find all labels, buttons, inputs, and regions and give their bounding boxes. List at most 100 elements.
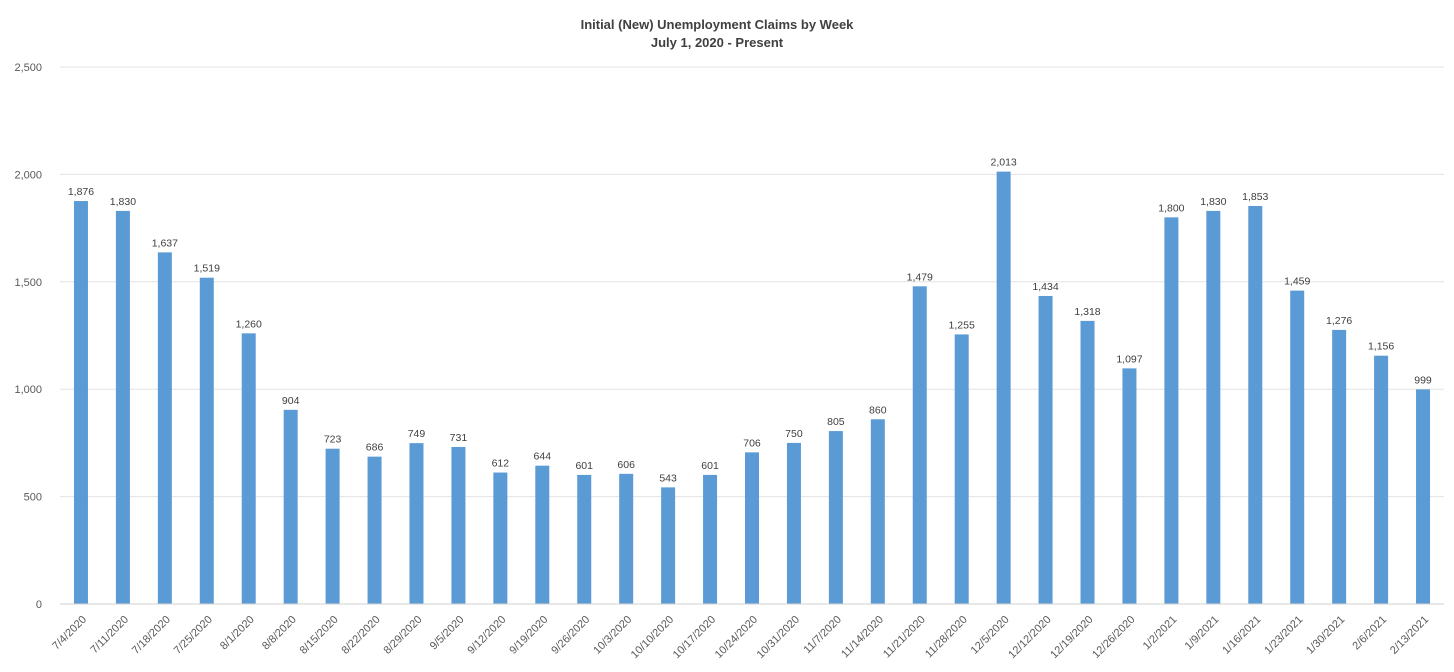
data-label: 686: [366, 442, 384, 454]
bar: [367, 456, 382, 604]
data-label: 1,800: [1158, 202, 1184, 214]
bar: [1290, 290, 1305, 604]
x-tick-label: 10/31/2020: [755, 614, 802, 661]
x-tick-label: 11/14/2020: [839, 614, 886, 661]
bar: [1374, 355, 1389, 604]
bar: [73, 201, 88, 604]
bar: [115, 210, 130, 604]
bar: [1038, 295, 1053, 604]
y-tick-label: 1,000: [14, 384, 42, 396]
bar: [199, 277, 214, 604]
x-tick-label: 7/4/2020: [50, 614, 89, 653]
bar: [661, 487, 676, 604]
data-labels: 1,876 1,830 1,637 1,519 1,260 904 723 686 749 731…: [68, 157, 1432, 485]
data-label: 860: [869, 404, 887, 416]
x-tick-label: 12/19/2020: [1048, 614, 1095, 661]
x-tick-label: 2/13/2021: [1388, 614, 1431, 657]
data-label: 706: [743, 437, 761, 449]
x-tick-label: 1/23/2021: [1262, 614, 1305, 657]
data-label: 1,830: [1200, 196, 1226, 208]
x-tick-label: 7/18/2020: [130, 614, 173, 657]
data-label: 1,479: [907, 271, 933, 283]
bar: [1080, 320, 1095, 604]
x-tick-label: 10/17/2020: [671, 614, 718, 661]
x-tick-label: 11/21/2020: [881, 614, 928, 661]
data-label: 1,318: [1074, 306, 1100, 318]
data-label: 601: [701, 460, 719, 472]
x-tick-label: 8/15/2020: [298, 614, 341, 657]
y-tick-label: 500: [24, 492, 42, 504]
chart-subtitle: July 1, 2020 - Present: [651, 35, 784, 50]
x-tick-label: 1/30/2021: [1304, 614, 1347, 657]
data-label: 644: [534, 451, 552, 463]
bar: [157, 252, 172, 604]
data-label: 805: [827, 416, 845, 428]
bar: [1164, 217, 1179, 605]
bar: [493, 472, 508, 604]
data-label: 1,459: [1284, 276, 1310, 288]
gridlines: [60, 66, 1444, 498]
x-tick-label: 7/11/2020: [89, 614, 132, 657]
data-label: 1,519: [194, 263, 220, 275]
bar: [1248, 205, 1263, 605]
y-tick-label: 0: [36, 599, 42, 611]
x-tick-label: 12/12/2020: [1006, 614, 1053, 661]
x-tick-label: 9/26/2020: [549, 614, 592, 657]
data-label: 1,260: [236, 318, 262, 330]
data-label: 1,097: [1116, 353, 1142, 365]
data-label: 1,255: [949, 319, 975, 331]
x-tick-label: 9/19/2020: [507, 614, 550, 657]
bar: [451, 446, 466, 604]
data-label: 750: [785, 428, 803, 440]
data-label: 601: [575, 460, 593, 472]
x-tick-label: 8/1/2020: [218, 614, 257, 653]
x-tick-label: 1/2/2021: [1141, 614, 1180, 653]
x-tick-label: 12/5/2020: [969, 614, 1012, 657]
bar: [619, 473, 634, 604]
data-label: 2,013: [990, 157, 1016, 169]
data-label: 1,434: [1032, 281, 1058, 293]
x-tick-label: 10/3/2020: [591, 614, 634, 657]
bar: [409, 443, 424, 604]
data-label: 1,276: [1326, 315, 1352, 327]
y-tick-label: 1,500: [14, 277, 42, 289]
bar: [577, 474, 592, 604]
x-tick-label: 1/16/2021: [1220, 614, 1263, 657]
bar: [283, 409, 298, 604]
x-tick-label: 10/10/2020: [629, 614, 676, 661]
data-label: 606: [617, 459, 635, 471]
x-tick-label: 10/24/2020: [713, 614, 760, 661]
bar: [535, 465, 550, 604]
bar: [1206, 210, 1221, 604]
chart-title-group: Initial (New) Unemployment Claims by Wee…: [581, 17, 855, 50]
bar: [745, 452, 759, 604]
x-tick-label: 11/7/2020: [801, 614, 844, 657]
x-tick-label: 9/5/2020: [428, 614, 467, 653]
data-label: 543: [659, 472, 677, 484]
data-label: 1,830: [110, 196, 136, 208]
data-label: 904: [282, 395, 300, 407]
x-tick-label: 2/6/2021: [1350, 614, 1389, 653]
data-label: 731: [450, 432, 468, 444]
bar: [1416, 389, 1431, 604]
y-tick-label: 2,000: [14, 169, 42, 181]
bar: [325, 448, 340, 604]
bar: [954, 334, 969, 604]
x-tick-label: 8/8/2020: [260, 614, 299, 653]
x-tick-label: 8/29/2020: [382, 614, 425, 657]
bar: [241, 333, 256, 604]
y-axis: 0 500 1,000 1,500 2,000 2,500: [14, 62, 42, 611]
x-tick-label: 9/12/2020: [465, 614, 508, 657]
bar: [996, 171, 1011, 604]
x-tick-label: 11/28/2020: [923, 614, 970, 661]
y-tick-label: 2,500: [14, 62, 42, 74]
bar: [703, 474, 718, 604]
data-label: 1,637: [152, 237, 178, 249]
x-tick-label: 8/22/2020: [340, 614, 383, 657]
data-label: 723: [324, 434, 342, 446]
x-tick-label: 1/9/2021: [1183, 614, 1222, 653]
bar: [912, 286, 927, 604]
data-label: 1,876: [68, 186, 94, 198]
